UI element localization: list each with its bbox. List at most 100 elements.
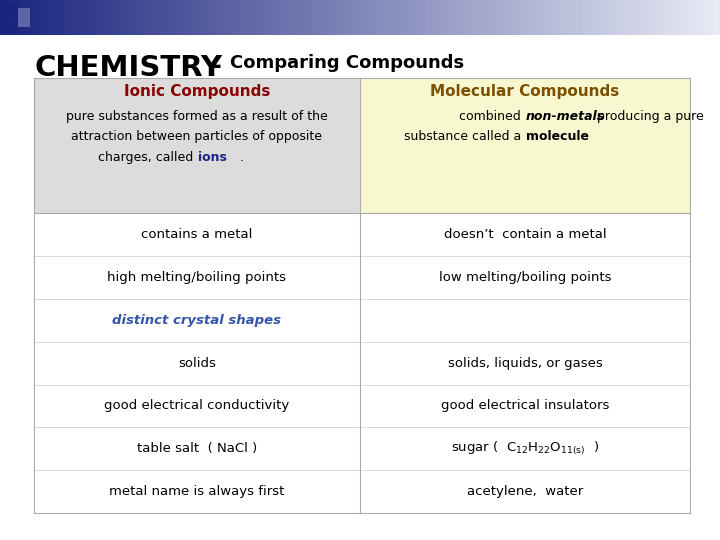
Bar: [333, 0, 336, 35]
Bar: [156, 0, 158, 35]
Bar: [202, 0, 204, 35]
Bar: [281, 0, 283, 35]
Bar: [254, 0, 257, 35]
Bar: [711, 0, 713, 35]
Bar: [79, 0, 81, 35]
Bar: [670, 0, 672, 35]
Bar: [187, 0, 189, 35]
Bar: [86, 0, 89, 35]
Bar: [146, 0, 149, 35]
Bar: [492, 0, 495, 35]
Bar: [595, 0, 598, 35]
Text: charges, called: charges, called: [98, 151, 197, 164]
Bar: [444, 0, 446, 35]
Bar: [377, 0, 379, 35]
Bar: [279, 0, 281, 35]
Bar: [185, 0, 187, 35]
Text: distinct crystal shapes: distinct crystal shapes: [112, 314, 282, 327]
Bar: [0, 0, 2, 35]
Bar: [502, 0, 504, 35]
Bar: [391, 0, 394, 35]
Bar: [72, 0, 74, 35]
Bar: [497, 0, 499, 35]
Bar: [581, 0, 583, 35]
Bar: [655, 0, 657, 35]
Text: -: -: [211, 54, 222, 80]
Bar: [101, 0, 103, 35]
Bar: [528, 0, 531, 35]
Bar: [41, 0, 43, 35]
Bar: [34, 78, 360, 213]
Bar: [175, 0, 178, 35]
Bar: [233, 0, 235, 35]
Bar: [585, 0, 588, 35]
Bar: [369, 0, 372, 35]
Bar: [636, 0, 639, 35]
Bar: [315, 0, 317, 35]
Text: substance called a: substance called a: [404, 130, 525, 143]
Bar: [646, 0, 648, 35]
Bar: [307, 0, 310, 35]
Bar: [168, 0, 171, 35]
Bar: [310, 0, 312, 35]
Bar: [89, 0, 91, 35]
Bar: [19, 0, 22, 35]
Bar: [374, 0, 377, 35]
Bar: [34, 0, 36, 35]
Bar: [14, 0, 17, 35]
Bar: [538, 0, 540, 35]
Bar: [317, 0, 319, 35]
Bar: [240, 0, 243, 35]
Bar: [127, 0, 130, 35]
Bar: [504, 0, 506, 35]
Bar: [631, 0, 634, 35]
Bar: [218, 0, 221, 35]
Bar: [396, 0, 398, 35]
Bar: [675, 0, 677, 35]
Bar: [17, 0, 19, 35]
Bar: [662, 0, 665, 35]
Text: combined: combined: [459, 110, 525, 123]
Bar: [103, 0, 106, 35]
Bar: [590, 0, 593, 35]
Text: contains a metal: contains a metal: [141, 228, 253, 241]
Bar: [305, 0, 307, 35]
Bar: [384, 0, 387, 35]
Bar: [468, 0, 470, 35]
Bar: [430, 0, 432, 35]
Bar: [5, 0, 7, 35]
Bar: [379, 0, 382, 35]
Bar: [509, 0, 511, 35]
Bar: [679, 0, 682, 35]
Bar: [706, 0, 708, 35]
Bar: [161, 0, 163, 35]
Bar: [605, 0, 607, 35]
Bar: [182, 0, 185, 35]
Bar: [485, 0, 487, 35]
Bar: [466, 0, 468, 35]
Bar: [125, 0, 127, 35]
Bar: [667, 0, 670, 35]
Bar: [81, 0, 84, 35]
Bar: [449, 0, 451, 35]
Bar: [38, 0, 41, 35]
Bar: [110, 0, 113, 35]
Bar: [405, 0, 408, 35]
Bar: [53, 0, 55, 35]
Bar: [513, 0, 516, 35]
Bar: [355, 0, 358, 35]
Bar: [65, 0, 67, 35]
Bar: [713, 0, 715, 35]
Bar: [521, 0, 523, 35]
Bar: [331, 0, 333, 35]
Bar: [158, 0, 161, 35]
Bar: [252, 0, 254, 35]
Bar: [360, 0, 362, 35]
Bar: [7, 0, 9, 35]
Bar: [526, 0, 528, 35]
Bar: [223, 0, 225, 35]
Text: Molecular Compounds: Molecular Compounds: [431, 84, 619, 99]
Bar: [290, 0, 293, 35]
Bar: [545, 0, 547, 35]
Bar: [715, 0, 718, 35]
